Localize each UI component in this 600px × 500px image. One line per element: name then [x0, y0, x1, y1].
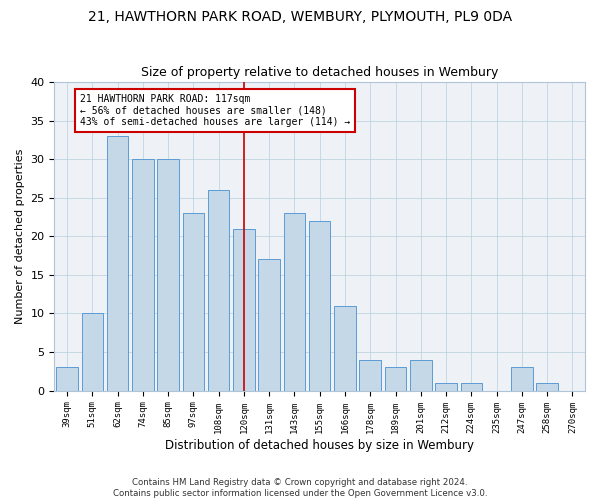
Bar — [410, 360, 431, 390]
Bar — [385, 368, 406, 390]
Bar — [233, 228, 254, 390]
Bar — [359, 360, 381, 390]
Bar — [309, 221, 331, 390]
Bar — [334, 306, 356, 390]
Bar — [461, 383, 482, 390]
Y-axis label: Number of detached properties: Number of detached properties — [15, 148, 25, 324]
Text: 21 HAWTHORN PARK ROAD: 117sqm
← 56% of detached houses are smaller (148)
43% of : 21 HAWTHORN PARK ROAD: 117sqm ← 56% of d… — [80, 94, 350, 127]
Bar — [157, 159, 179, 390]
Bar — [56, 368, 78, 390]
Text: Contains HM Land Registry data © Crown copyright and database right 2024.
Contai: Contains HM Land Registry data © Crown c… — [113, 478, 487, 498]
Text: 21, HAWTHORN PARK ROAD, WEMBURY, PLYMOUTH, PL9 0DA: 21, HAWTHORN PARK ROAD, WEMBURY, PLYMOUT… — [88, 10, 512, 24]
Bar — [259, 260, 280, 390]
Title: Size of property relative to detached houses in Wembury: Size of property relative to detached ho… — [141, 66, 499, 80]
Bar — [435, 383, 457, 390]
Bar — [536, 383, 558, 390]
Bar — [511, 368, 533, 390]
X-axis label: Distribution of detached houses by size in Wembury: Distribution of detached houses by size … — [165, 440, 474, 452]
Bar — [208, 190, 229, 390]
Bar — [82, 314, 103, 390]
Bar — [107, 136, 128, 390]
Bar — [284, 213, 305, 390]
Bar — [182, 213, 204, 390]
Bar — [132, 159, 154, 390]
